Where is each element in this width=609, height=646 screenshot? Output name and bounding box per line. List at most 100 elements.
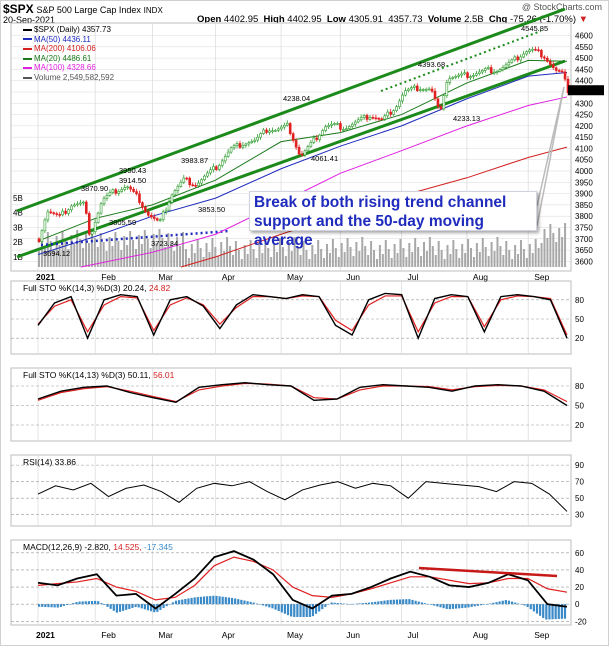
volume-bar <box>126 245 129 267</box>
candle-body <box>87 213 91 235</box>
candle-body <box>135 191 138 195</box>
candle-body <box>430 88 434 92</box>
volume-bar <box>411 252 414 267</box>
annotation-callout: Break of both rising trend channel suppo… <box>249 191 537 249</box>
volume-bar <box>305 250 308 267</box>
macd-histogram-bar <box>262 604 265 606</box>
watermark: @ StockCharts.com <box>521 2 602 12</box>
volume-bar <box>293 237 296 267</box>
legend-swatch <box>23 38 32 41</box>
rsi-y-tick-label: 30 <box>575 511 584 520</box>
legend-swatch <box>23 76 32 79</box>
macd-y-tick-label: 40 <box>575 566 584 575</box>
candle-body <box>377 117 381 120</box>
candle-body <box>220 160 224 166</box>
candle-body <box>67 209 70 214</box>
price-point-label: 3805.59 <box>109 218 136 227</box>
candle-body <box>102 197 106 205</box>
macd-histogram-bar <box>230 597 234 605</box>
candle-body <box>321 130 325 136</box>
volume-bar <box>355 242 358 267</box>
volume-bar <box>155 243 158 267</box>
price-y-tick-label: 3800 <box>575 212 593 221</box>
volume-bar <box>258 244 261 267</box>
candle-body <box>250 141 254 144</box>
macd-histogram-bar <box>461 604 464 609</box>
macd-label: MACD(12,26,9) -2.820, 14.525, -17.345 <box>23 542 173 552</box>
candle-body <box>200 179 203 184</box>
volume-bar <box>508 250 511 267</box>
volume-bar <box>358 251 361 267</box>
volume-bar <box>137 235 140 267</box>
volume-bar <box>484 247 487 267</box>
candle-body <box>445 82 449 96</box>
sto-fast-label-part: Full STO %K(14,3) %D(3) <box>23 283 123 293</box>
macd-histogram-bar <box>451 604 455 609</box>
macd-x-tick-label: Apr <box>222 630 235 640</box>
volume-bar <box>196 239 199 267</box>
macd-histogram-bar <box>75 602 78 605</box>
legend-entry: MA(200) 4106.06 <box>23 44 114 54</box>
volume-bar <box>52 250 55 267</box>
candle-body <box>277 128 280 131</box>
candle-body <box>244 143 248 146</box>
volume-bar <box>176 237 179 267</box>
macd-histogram-bar <box>318 604 321 612</box>
volume-bar <box>364 246 367 267</box>
volume-bar <box>237 250 240 267</box>
candle-body <box>522 53 525 58</box>
volume-bar <box>478 252 481 267</box>
candle-body <box>415 85 419 91</box>
ma-line <box>80 96 568 268</box>
macd-label-part: 14.525, <box>113 542 144 552</box>
low-label: Low <box>326 14 346 25</box>
volume-bar <box>134 249 137 267</box>
rsi-label-part: RSI(14) <box>23 457 55 467</box>
macd-histogram-bar <box>286 604 290 616</box>
candle-body <box>73 204 76 207</box>
volume-bar <box>243 245 246 267</box>
volume-bar <box>79 239 82 267</box>
price-point-label: 3853.50 <box>198 205 225 214</box>
legend: $SPX (Daily) 4357.73 MA(50) 4436.11 MA(200… <box>23 25 114 83</box>
candle-body <box>164 209 168 213</box>
candle-body <box>330 123 333 126</box>
macd-histogram-bar <box>529 604 532 610</box>
candle-body <box>223 156 227 162</box>
volume-bar <box>261 253 264 267</box>
volume-bar <box>161 238 164 267</box>
candle-body <box>350 123 354 127</box>
candle-body <box>480 70 484 73</box>
macd-histogram-bar <box>364 602 367 605</box>
price-y-tick-label: 3900 <box>575 190 593 199</box>
macd-histogram-bar <box>283 604 287 614</box>
price-point-label: 4061.41 <box>311 154 338 163</box>
legend-entry: Volume 2,549,582,592 <box>23 73 114 83</box>
candle-body <box>548 61 552 65</box>
candle-body <box>374 117 378 120</box>
macd-histogram-bar <box>398 599 402 605</box>
sto-slow-y-tick-label: 80 <box>575 382 584 391</box>
candle-body <box>259 133 262 138</box>
macd-histogram-bar <box>554 604 557 620</box>
macd-histogram-bar <box>227 597 231 605</box>
price-x-tick-label: Jul <box>408 272 419 282</box>
macd-histogram-bar <box>411 599 414 605</box>
sto-fast-label-part: 20.24, <box>123 283 149 293</box>
volume-bar <box>299 255 302 267</box>
macd-histogram-bar <box>507 600 511 605</box>
candle-body <box>507 62 511 66</box>
candle-body <box>185 177 189 180</box>
sto-slow-k-line <box>37 382 568 407</box>
candle-body <box>469 76 472 78</box>
macd-histogram-bar <box>143 604 146 610</box>
sto-fast-label-part: 24.82 <box>149 283 171 293</box>
volume-bar <box>87 243 90 267</box>
macd-histogram-bar <box>209 595 212 605</box>
macd-label-part: -17.345 <box>144 542 173 552</box>
volume-bar <box>446 245 449 267</box>
candle-body <box>291 133 295 141</box>
candle-body <box>380 118 384 121</box>
macd-histogram-bar <box>293 604 296 618</box>
volume-bar <box>114 232 117 267</box>
